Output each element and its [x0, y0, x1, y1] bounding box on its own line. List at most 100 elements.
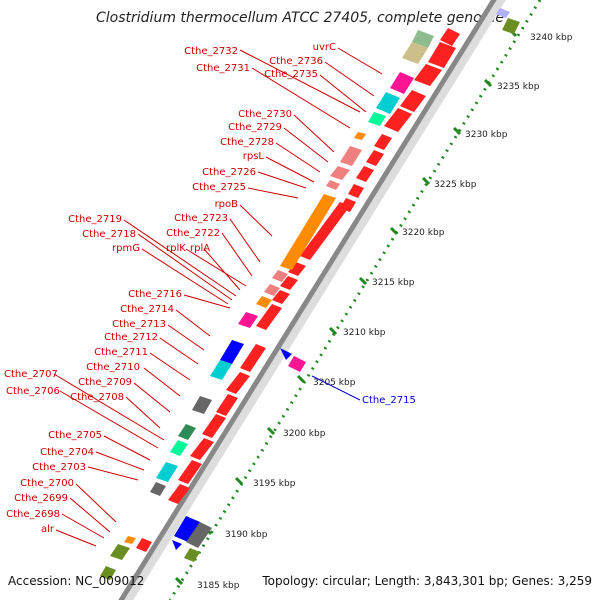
gene-label[interactable]: rplA [190, 243, 210, 254]
gene-label[interactable]: rpoB [215, 199, 239, 210]
gene-label[interactable]: Cthe_2708 [70, 392, 124, 403]
feature-box[interactable] [150, 482, 166, 496]
gene-label[interactable]: Cthe_2732 [184, 46, 238, 57]
gene-arrow[interactable] [348, 184, 364, 198]
gene-arrow[interactable] [440, 28, 460, 46]
gene-label[interactable]: Cthe_2729 [228, 122, 282, 133]
feature-box[interactable] [354, 132, 366, 140]
gene-label[interactable]: Cthe_2707 [4, 369, 58, 380]
feature-box[interactable] [376, 92, 400, 114]
gene-label[interactable]: Cthe_2710 [86, 362, 140, 373]
gene-label[interactable]: Cthe_2711 [94, 347, 148, 358]
feature-box[interactable] [100, 566, 116, 580]
gene-arrow[interactable] [168, 484, 190, 504]
feature-box[interactable] [272, 270, 288, 282]
tick-3235 [483, 78, 493, 88]
feature-box[interactable] [184, 548, 200, 562]
feature-box[interactable] [280, 194, 336, 270]
gene-label[interactable]: Cthe_2709 [78, 377, 132, 388]
gene-arrow[interactable] [400, 90, 426, 112]
feature-box[interactable] [170, 440, 188, 456]
feature-box[interactable] [156, 462, 178, 482]
feature-box[interactable] [496, 8, 510, 18]
gene-label[interactable]: Cthe_2726 [202, 167, 256, 178]
gene-label[interactable]: rpmG [112, 243, 140, 254]
gene-label[interactable]: Cthe_2730 [238, 109, 292, 120]
gene-arrow[interactable] [366, 150, 384, 166]
gene-label-cthe-2715[interactable]: Cthe_2715 [362, 395, 416, 406]
scale-label: 3215 kbp [372, 278, 415, 288]
feature-box[interactable] [326, 180, 340, 190]
gene-arrow[interactable] [202, 414, 226, 438]
feature-box[interactable] [174, 516, 200, 542]
gene-arrow[interactable] [256, 304, 282, 330]
gene-label[interactable]: Cthe_2712 [104, 332, 158, 343]
gene-arrow[interactable] [216, 394, 238, 416]
map-title: Clostridium thermocellum ATCC 27405, com… [96, 10, 504, 26]
gene-label[interactable]: Cthe_2731 [196, 63, 250, 74]
gene-label[interactable]: Cthe_2719 [68, 214, 122, 225]
gene-arrow[interactable] [178, 460, 202, 484]
gene-arrow[interactable] [356, 166, 374, 182]
gene-label[interactable]: rpsL [243, 151, 265, 162]
gene-arrow[interactable] [300, 202, 350, 260]
feature-box[interactable] [412, 30, 434, 48]
feature-box[interactable] [192, 396, 212, 414]
gene-arrow[interactable] [374, 134, 392, 150]
scale-label: 3205 kbp [313, 378, 356, 388]
gene-label[interactable]: Cthe_2698 [6, 509, 60, 520]
reverse-strand-features [172, 8, 520, 562]
gene-arrow[interactable] [272, 290, 290, 304]
gene-label[interactable]: alr [41, 524, 55, 535]
feature-box[interactable] [502, 18, 520, 34]
feature-box[interactable] [368, 112, 386, 126]
feature-box[interactable] [256, 296, 272, 308]
gene-label[interactable]: Cthe_2723 [174, 213, 228, 224]
gene-arrow[interactable] [280, 276, 298, 290]
gene-arrow-reverse[interactable] [280, 348, 292, 360]
gene-label[interactable]: Cthe_2718 [82, 229, 136, 240]
gene-label[interactable]: Cthe_2700 [20, 478, 74, 489]
gene-arrow[interactable] [136, 538, 152, 552]
backbone [118, 0, 497, 600]
gene-arrow[interactable] [428, 42, 456, 68]
feature-box[interactable] [178, 424, 196, 440]
feature-box[interactable] [402, 42, 428, 64]
feature-box[interactable] [186, 522, 212, 548]
gene-arrow[interactable] [240, 344, 266, 372]
feature-box[interactable] [288, 356, 306, 372]
gene-arrow[interactable] [384, 108, 412, 132]
gene-arrow[interactable] [288, 262, 306, 276]
gene-label[interactable]: rplK [166, 243, 186, 254]
gene-label[interactable]: Cthe_2716 [128, 289, 182, 300]
gene-label[interactable]: Cthe_2703 [32, 462, 86, 473]
forward-strand-genes [136, 28, 460, 552]
gene-label[interactable]: Cthe_2704 [40, 447, 94, 458]
feature-box[interactable] [238, 312, 258, 328]
gene-arrow[interactable] [414, 64, 442, 86]
feature-box[interactable] [264, 284, 280, 296]
gene-label[interactable]: Cthe_2699 [14, 493, 68, 504]
gene-label[interactable]: Cthe_2705 [48, 430, 102, 441]
gene-arrow-reverse[interactable] [172, 540, 182, 550]
gene-label[interactable]: Cthe_2725 [192, 182, 246, 193]
feature-box[interactable] [330, 166, 350, 180]
gene-label[interactable]: Cthe_2728 [220, 137, 274, 148]
feature-box[interactable] [210, 360, 232, 380]
gene-label[interactable]: Cthe_2706 [6, 386, 60, 397]
gene-label[interactable]: Cthe_2736 [269, 56, 323, 67]
gene-label[interactable]: Cthe_2735 [264, 69, 318, 80]
gene-arrow[interactable] [190, 438, 214, 460]
gene-label[interactable]: Cthe_2714 [120, 304, 174, 315]
feature-box[interactable] [390, 72, 414, 94]
gene-label[interactable]: Cthe_2713 [112, 319, 166, 330]
feature-box[interactable] [124, 536, 136, 544]
feature-box[interactable] [340, 146, 362, 166]
gene-label[interactable]: Cthe_2722 [166, 228, 220, 239]
feature-boxes [100, 30, 434, 580]
scale-label: 3230 kbp [465, 130, 508, 140]
feature-box[interactable] [110, 544, 130, 560]
gene-arrow[interactable] [226, 372, 250, 394]
gene-label[interactable]: uvrC [313, 42, 336, 53]
feature-box[interactable] [220, 340, 244, 364]
